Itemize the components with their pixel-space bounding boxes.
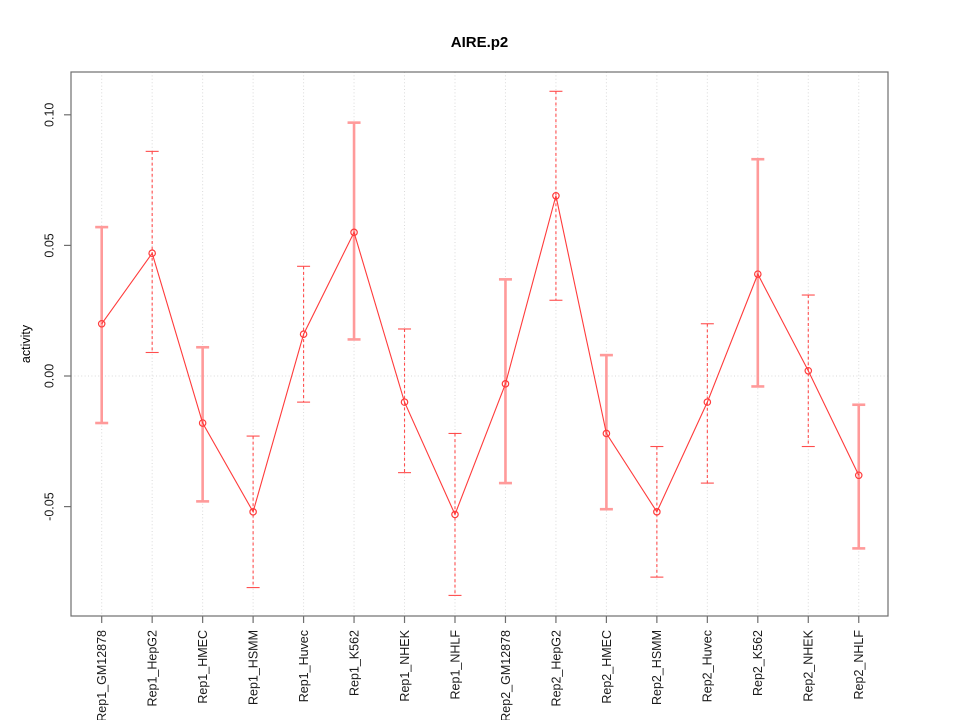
- data-point: [350, 228, 358, 237]
- data-point: [703, 398, 712, 406]
- data-point: [249, 508, 257, 516]
- data-point: [451, 510, 459, 519]
- data-point: [653, 508, 661, 516]
- data-point: [198, 419, 207, 427]
- data-point: [552, 191, 560, 200]
- data-point: [501, 380, 510, 388]
- x-tick-label: Rep1_GM12878: [95, 630, 109, 720]
- x-tick-label: Rep2_HepG2: [549, 630, 563, 706]
- data-point: [854, 471, 863, 480]
- chart-title: AIRE.p2: [450, 34, 509, 51]
- y-axis-label: activity: [19, 324, 33, 364]
- x-tick-label: Rep1_Huvec: [297, 630, 311, 702]
- x-tick-label: Rep1_HMEC: [196, 630, 210, 704]
- x-tick-label: Rep1_HepG2: [146, 630, 160, 706]
- data-point: [97, 319, 106, 328]
- y-tick-label: 0.05: [42, 233, 56, 257]
- plot-border: [70, 71, 889, 617]
- x-tick-label: Rep1_K562: [347, 630, 361, 696]
- x-tick-label: Rep2_NHEK: [802, 629, 816, 701]
- x-tick-label: Rep2_HMEC: [600, 630, 614, 704]
- x-tick-label: Rep2_GM12878: [499, 630, 513, 720]
- data-point: [299, 330, 308, 339]
- x-tick-label: Rep2_K562: [751, 630, 765, 696]
- data-point: [400, 398, 409, 406]
- y-tick-label: 0.00: [42, 364, 56, 388]
- x-tick-label: Rep2_Huvec: [701, 630, 715, 702]
- data-point: [602, 429, 611, 438]
- y-tick-label: 0.10: [42, 103, 56, 127]
- data-point: [754, 270, 762, 278]
- x-tick-label: Rep1_HSMM: [246, 630, 260, 705]
- x-tick-label: Rep1_NHLF: [448, 630, 462, 700]
- series-line: [101, 195, 860, 516]
- data-point: [804, 366, 813, 375]
- y-tick-label: -0.05: [42, 492, 56, 521]
- x-tick-label: Rep2_HSMM: [650, 630, 664, 705]
- data-point: [148, 249, 156, 258]
- x-tick-label: Rep2_NHLF: [852, 630, 866, 700]
- x-tick-label: Rep1_NHEK: [398, 629, 412, 701]
